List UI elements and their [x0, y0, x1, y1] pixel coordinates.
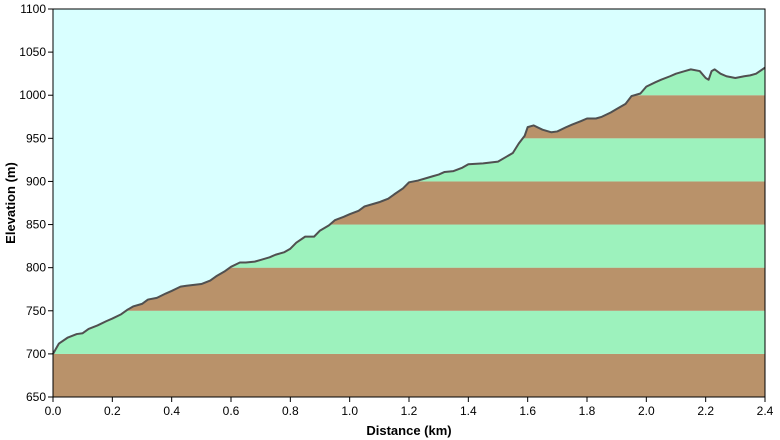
x-tick-label: 1.8: [579, 404, 596, 418]
x-axis-title: Distance (km): [366, 423, 451, 438]
x-axis-ticks: 0.0 0.2 0.4 0.6 0.8 1.0 1.2 1.4 1.6 1.8 2.0 2.2 2.4: [45, 397, 774, 418]
y-tick-label: 750: [26, 304, 46, 318]
y-tick-label: 650: [26, 390, 46, 404]
x-tick-label: 1.2: [401, 404, 418, 418]
elevation-band-650-700: [53, 353, 765, 397]
x-tick-label: 0.2: [104, 404, 121, 418]
y-tick-label: 950: [26, 131, 46, 145]
x-tick-label: 0.8: [282, 404, 299, 418]
y-tick-label: 800: [26, 261, 46, 275]
x-tick-label: 0.4: [163, 404, 180, 418]
y-tick-label: 850: [26, 218, 46, 232]
x-tick-label: 2.2: [697, 404, 714, 418]
x-tick-label: 2.0: [638, 404, 655, 418]
elevation-band-700-750: [53, 310, 765, 354]
x-tick-label: 1.0: [341, 404, 358, 418]
y-tick-label: 1050: [19, 45, 46, 59]
x-tick-label: 2.4: [757, 404, 774, 418]
x-tick-label: 0.6: [223, 404, 240, 418]
y-axis-ticks: 650 700 750 800 850 900 950 1000 1050 1100: [19, 2, 53, 404]
y-tick-label: 1100: [20, 2, 46, 16]
x-tick-label: 0.0: [45, 404, 62, 418]
y-axis-title: Elevation (m): [3, 162, 18, 244]
x-tick-label: 1.6: [519, 404, 536, 418]
y-tick-label: 900: [26, 174, 46, 188]
y-tick-label: 700: [26, 347, 46, 361]
y-tick-label: 1000: [19, 88, 46, 102]
x-tick-label: 1.4: [460, 404, 477, 418]
elevation-profile-line: [52, 66, 766, 355]
